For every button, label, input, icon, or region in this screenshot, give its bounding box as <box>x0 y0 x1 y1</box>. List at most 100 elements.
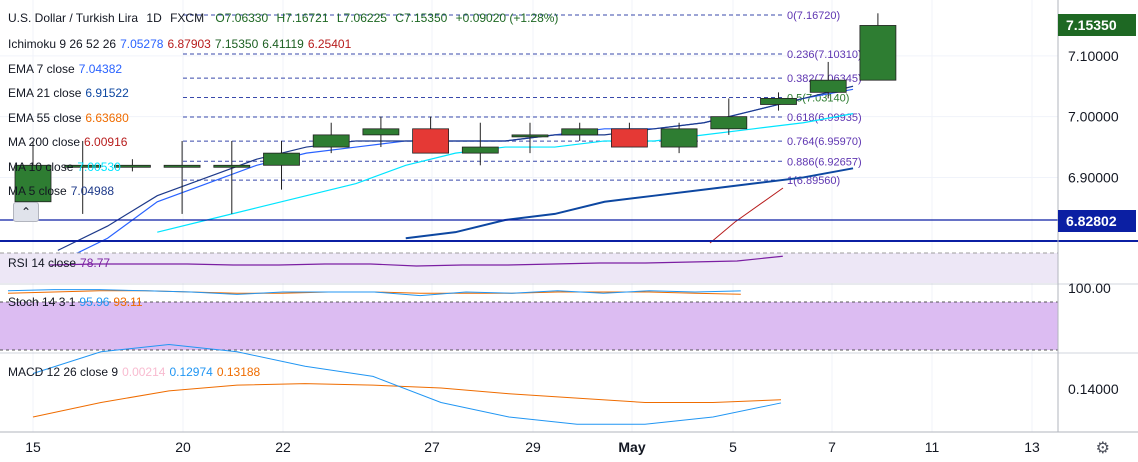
price-tick-label: 6.90000 <box>1068 169 1119 185</box>
rsi-line <box>49 255 783 267</box>
fib-level-label: 1(6.89560) <box>787 175 840 187</box>
stoch-k-line <box>7 289 741 297</box>
indicator-panes <box>0 252 1138 425</box>
candle-body <box>362 128 400 136</box>
macd-label: MACD 12 26 close 9 <box>8 365 119 379</box>
rsi-band <box>0 253 1058 283</box>
candle-body <box>263 152 300 166</box>
candle-body <box>760 98 797 105</box>
legend-row-ema-21[interactable]: EMA 21 close 6.91522 <box>8 86 129 101</box>
chevron-up-icon[interactable]: ⌃ <box>13 202 39 222</box>
candle-body <box>412 128 450 154</box>
stoch-k-value: 95.96 <box>79 295 110 309</box>
legend-row-ema-7[interactable]: EMA 7 close 7.04382 <box>8 62 122 77</box>
candle-body <box>859 25 897 81</box>
legend-row-ma-200[interactable]: MA 200 close 6.00916 <box>8 135 127 150</box>
legend-row-ma-5[interactable]: MA 5 close 7.04988 <box>8 184 114 199</box>
candle-body <box>710 116 748 130</box>
candle-body <box>14 164 52 203</box>
rsi-legend[interactable]: RSI 14 close 78.77 <box>8 256 110 271</box>
legend-row-ma-10[interactable]: MA 10 close 7.00530 <box>8 160 121 175</box>
legend-value: 7.15350 <box>214 37 259 51</box>
legend-value: 7.05278 <box>120 37 164 51</box>
legend-label: EMA 7 close <box>8 61 75 76</box>
macd-signal-value: 0.13188 <box>216 365 261 379</box>
time-tick-label: 5 <box>729 439 737 455</box>
macd-line <box>32 343 782 425</box>
macd-signal-line <box>32 383 782 418</box>
candle-body <box>809 79 847 93</box>
macd-hist-value: 0.00214 <box>122 365 166 379</box>
fib-level-label: 0.764(6.95970) <box>787 136 862 148</box>
time-tick-label: 13 <box>1024 439 1040 455</box>
symbol-exchange: FXCM <box>170 11 205 25</box>
ohlc-change: +0.09020 (+1.28%) <box>455 11 559 25</box>
symbol-header[interactable]: U.S. Dollar / Turkish Lira 1D FXCM O7.06… <box>8 11 558 26</box>
time-tick-label: 7 <box>828 439 836 455</box>
candle-body <box>312 134 350 148</box>
ohlc-open: O7.06330 <box>215 11 269 25</box>
price-tick-label: 7.10000 <box>1068 48 1119 64</box>
candle-body <box>64 164 102 168</box>
legend-value: 7.00530 <box>77 159 121 174</box>
macd-legend[interactable]: MACD 12 26 close 9 0.00214 0.12974 0.13188 <box>8 365 260 380</box>
ma-line-ma-5-close <box>57 85 854 251</box>
ohlc-close: C7.15350 <box>395 11 448 25</box>
symbol-name[interactable]: U.S. Dollar / Turkish Lira <box>8 11 139 25</box>
stoch-tick-label: 100.00 <box>1068 280 1111 296</box>
ma-200-line <box>709 187 784 244</box>
time-tick-label: 27 <box>424 439 440 455</box>
candle-body <box>163 164 201 168</box>
rsi-value: 78.77 <box>80 256 111 270</box>
ma-line-ema-21-close <box>405 167 854 240</box>
macd-tick-label: 0.14000 <box>1068 381 1119 397</box>
legend-row-ema-55[interactable]: EMA 55 close 6.63680 <box>8 111 129 126</box>
fib-level-label: 0.5(7.03140) <box>787 93 849 105</box>
rsi-label: RSI 14 close <box>8 256 77 270</box>
legend-label: MA 200 close <box>8 135 81 149</box>
candle-body <box>660 128 698 148</box>
ohlc-low: L7.06225 <box>336 11 387 25</box>
stoch-band <box>0 302 1058 350</box>
crosshair-price-tag: 6.82802 <box>1058 210 1136 232</box>
ohlc-high: H7.16721 <box>276 11 329 25</box>
fib-level-label: 0(7.16720) <box>787 10 840 22</box>
time-tick-label: May <box>618 439 645 455</box>
candle-body <box>461 146 499 154</box>
moving-average-lines <box>57 85 854 264</box>
candle-body <box>511 134 549 138</box>
fib-level-label: 0.886(6.92657) <box>787 156 862 168</box>
legend-value: 7.04382 <box>78 61 123 76</box>
legend-label: EMA 55 close <box>8 110 82 125</box>
legend-label: MA 5 close <box>8 184 67 198</box>
legend-value: 6.87903 <box>167 37 211 51</box>
time-tick-label: 20 <box>175 439 191 455</box>
time-tick-label: 15 <box>25 439 41 455</box>
candlestick-series <box>14 13 897 220</box>
time-tick-label: 11 <box>925 439 940 455</box>
gear-icon[interactable]: ⚙ <box>1095 440 1110 457</box>
time-tick-label: 22 <box>275 439 291 455</box>
macd-value: 0.12974 <box>169 365 213 379</box>
candle-body <box>213 164 251 168</box>
candle-body <box>114 164 151 168</box>
legend-value: 6.63680 <box>85 110 129 125</box>
legend-label: MA 10 close <box>8 159 74 174</box>
legend-value: 6.41119 <box>262 37 304 51</box>
price-tick-label: 7.00000 <box>1068 109 1119 125</box>
fib-level-label: 0.236(7.10310) <box>787 49 862 61</box>
legend-value: 7.04988 <box>70 184 115 198</box>
symbol-interval: 1D <box>146 11 162 25</box>
last-price-tag: 7.15350 <box>1058 14 1136 36</box>
candle-body <box>561 128 599 136</box>
ma-line-ma-10-close <box>157 113 854 233</box>
stoch-d-value: 93.11 <box>113 295 143 309</box>
legend-row-ichimoku-9[interactable]: Ichimoku 9 26 52 26 7.05278 6.87903 7.15350… <box>8 37 351 52</box>
candle-body <box>611 128 648 148</box>
legend-value: 6.25401 <box>307 37 352 51</box>
legend-label: EMA 21 close <box>8 86 82 100</box>
legend-value: 6.00916 <box>84 135 128 149</box>
stoch-legend[interactable]: Stoch 14 3 1 95.96 93.11 <box>8 295 143 310</box>
